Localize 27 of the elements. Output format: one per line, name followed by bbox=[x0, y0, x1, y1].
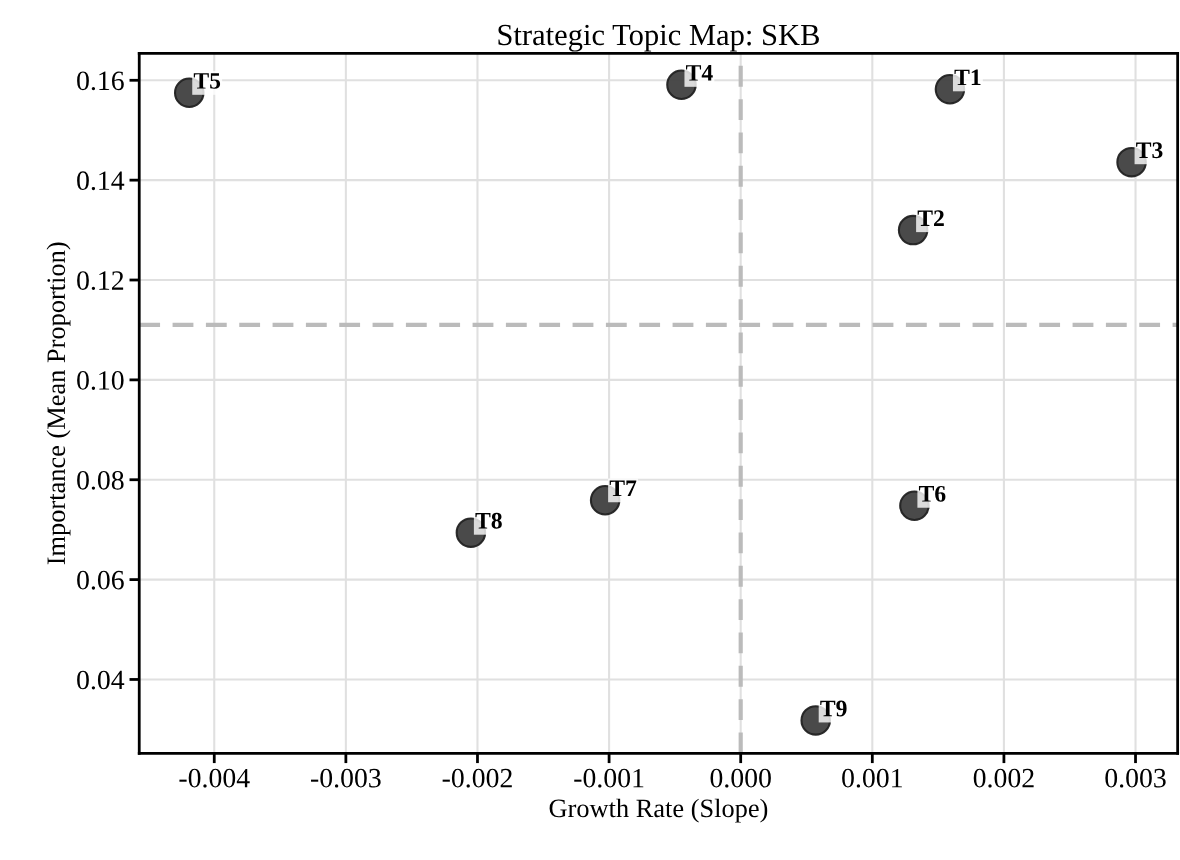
y-tick-label: 0.10 bbox=[77, 371, 124, 390]
annotation: T5 bbox=[193, 73, 221, 89]
y-tick-label: 0.06 bbox=[77, 570, 124, 590]
annotation: T6 bbox=[918, 485, 946, 502]
x-tick-label: 0.001 bbox=[842, 768, 902, 788]
x-tick-label: 0.002 bbox=[973, 768, 1034, 788]
x-tick-label: -0.001 bbox=[574, 768, 644, 788]
y-tick-label: 0.16 bbox=[77, 71, 124, 91]
x-tick-label: 0.000 bbox=[710, 768, 771, 788]
x-tick-label: 0.003 bbox=[1105, 768, 1166, 788]
y-axis-title: Importance (Mean Proportion) bbox=[46, 242, 71, 565]
annotation: T8 bbox=[475, 512, 502, 529]
x-tick-label: -0.002 bbox=[442, 768, 512, 788]
annotation: T1 bbox=[954, 69, 981, 86]
y-tick-label: 0.08 bbox=[77, 470, 124, 490]
y-tick-label: 0.14 bbox=[77, 171, 125, 191]
annotation: T2 bbox=[917, 210, 944, 226]
annotation: T4 bbox=[686, 65, 713, 81]
annotation: T9 bbox=[820, 700, 847, 717]
x-tick-label: -0.004 bbox=[179, 768, 250, 788]
annotation: T7 bbox=[609, 480, 637, 497]
chart-title: Strategic Topic Map: SKB bbox=[498, 24, 819, 52]
y-tick-label: 0.04 bbox=[77, 670, 125, 690]
annotation: T3 bbox=[1136, 142, 1163, 159]
y-tick-label: 0.12 bbox=[77, 271, 124, 291]
x-axis-title: Growth Rate (Slope) bbox=[549, 798, 768, 823]
x-tick-label: -0.003 bbox=[311, 768, 381, 788]
